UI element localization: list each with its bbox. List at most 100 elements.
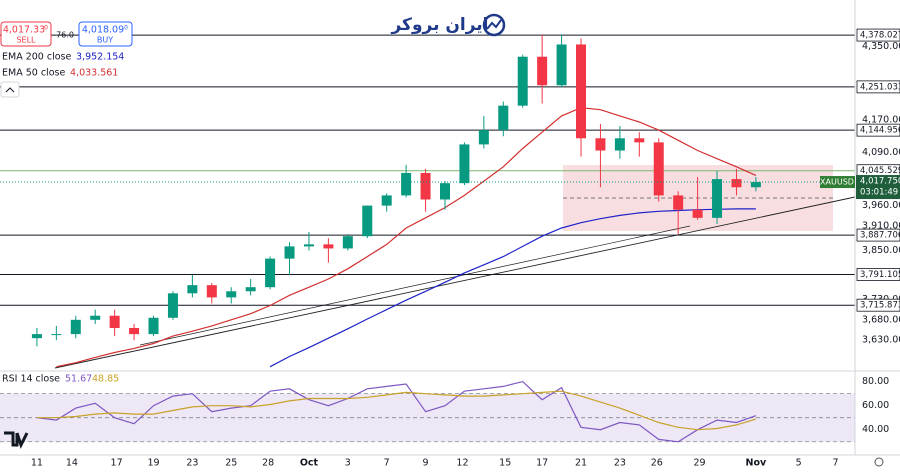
candle-body [692,209,703,218]
sell-button[interactable]: 4,017.33 0 SELL [0,21,52,47]
spread: 76.0 [56,31,74,40]
candle-body [653,142,664,196]
y-tick-label: 4,170.000 [862,114,900,125]
series-line [36,380,757,443]
rsi-ma-value: 48.85 [92,374,119,385]
candle-body [284,246,295,259]
candle-body [401,172,412,196]
y-tick-label: 3,960.000 [862,200,900,211]
ema50-name: EMA 50 close [2,68,65,79]
countdown: 03:01:49 [860,188,898,198]
x-tick-label: 25 [225,458,237,469]
candle-body [226,291,237,298]
settings-icon[interactable] [874,457,884,467]
buy-box[interactable] [78,21,133,47]
rsi-name: RSI 14 close [2,374,60,385]
candle-body [614,138,625,151]
x-tick-label: 7 [833,458,839,469]
ema200-name: EMA 200 close [2,52,71,63]
candle-body [517,56,528,106]
logo-text: ایران بروکر [390,15,488,35]
x-tick-label: 19 [147,458,159,469]
level-label: 4,144.956 [860,126,900,136]
candle-body [595,138,606,151]
symbol-tag [820,176,855,189]
candle-body [750,182,761,188]
candle-body [537,56,548,86]
sell-label: SELL [16,36,36,45]
y-tick-label: 3,910.000 [862,220,900,231]
candle-body [265,258,276,288]
x-tick-label: Nov [746,458,767,469]
level-label: 3,715.873 [860,301,900,311]
ema200-value: 3,952.154 [76,52,124,63]
trendline [54,196,856,369]
y-tick-label: 3,850.000 [862,245,900,256]
sell-sup: 0 [44,25,48,32]
x-tick-label: 17 [536,458,548,469]
candle-body [673,195,684,210]
x-tick-label: 12 [456,458,468,469]
x-tick-label: 23 [186,458,198,469]
price-tag [856,175,900,200]
candle-body [323,244,334,249]
y-tick-label: 4,090.000 [862,147,900,158]
logo: ایران بروکر [390,13,506,37]
buy-price: 4,018.09 [82,25,124,36]
level-label: 3,887.706 [860,231,900,241]
x-tick-label: 23 [614,458,626,469]
trendline [139,225,691,346]
logo-icon [486,19,502,30]
x-tick-label: 26 [651,458,663,469]
level-label-box [856,268,900,281]
ema50-value: 4,033.561 [70,68,118,79]
level-label: 4,378.027 [860,31,900,41]
candle-body [129,327,140,335]
x-tick-label: 28 [262,458,274,469]
x-tick-label: 9 [423,458,429,469]
x-tick-label: Oct [300,458,319,469]
candle-body [31,334,42,339]
rsi-value: 51.67 [65,374,92,385]
series-line [36,390,757,431]
collapse-icon [5,87,15,93]
x-tick-label: 7 [384,458,390,469]
x-tick-label: 14 [66,458,78,469]
level-label-box [856,298,900,312]
candle-body [206,285,217,298]
series-line [269,208,756,368]
candle-body [109,315,120,328]
y-tick-label: 40.00 [862,424,889,435]
y-tick-label: 3,680.000 [862,314,900,325]
candle-body [167,293,178,318]
sell-box[interactable] [0,21,52,47]
price-tag-label: 4,017.750 [860,177,900,187]
x-tick-label: 3 [345,458,351,469]
x-tick-label: 29 [693,458,705,469]
candle-body [362,205,373,237]
candle-body [187,285,198,294]
candle-body [303,244,314,247]
candle-body [439,183,450,200]
candle-body [90,315,101,320]
candle-body [576,44,587,139]
level-label-box [856,123,900,137]
tv-logo [4,431,29,449]
buy-button[interactable]: 4,018.09 0 BUY [78,21,133,47]
level-label: 4,251.033 [860,82,900,92]
x-tick-label: 11 [31,458,43,469]
series-line [56,107,757,368]
collapse-button[interactable] [0,81,20,98]
logo-icon [482,13,506,37]
x-tick-label: 15 [499,458,511,469]
buy-label: BUY [97,36,113,45]
y-tick-label: 4,350.000 [862,41,900,52]
candle-body [381,195,392,206]
candle-body [70,319,81,335]
candle-body [498,105,509,131]
level-label: 4,045.529 [860,166,900,176]
sell-price: 4,017.33 [3,25,45,36]
candle-body [731,179,742,188]
candle-body [148,317,159,335]
